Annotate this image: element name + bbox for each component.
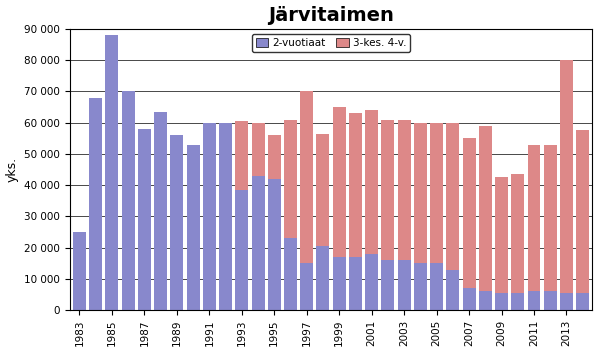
- Bar: [463, 288, 475, 310]
- Bar: [203, 122, 216, 310]
- Bar: [235, 121, 248, 190]
- Bar: [576, 293, 589, 310]
- Bar: [511, 293, 524, 310]
- Bar: [252, 176, 264, 310]
- Bar: [430, 122, 443, 263]
- Bar: [544, 145, 557, 291]
- Bar: [430, 263, 443, 310]
- Bar: [252, 122, 264, 176]
- Bar: [187, 145, 200, 310]
- Title: Järvitaimen: Järvitaimen: [268, 6, 394, 25]
- Bar: [332, 107, 346, 257]
- Bar: [349, 257, 362, 310]
- Bar: [576, 131, 589, 293]
- Bar: [73, 232, 86, 310]
- Bar: [382, 260, 395, 310]
- Bar: [495, 177, 508, 293]
- Y-axis label: yks.: yks.: [5, 157, 19, 182]
- Bar: [398, 120, 411, 260]
- Bar: [414, 122, 427, 263]
- Bar: [170, 135, 184, 310]
- Bar: [414, 263, 427, 310]
- Bar: [138, 129, 151, 310]
- Bar: [479, 126, 492, 291]
- Bar: [89, 98, 102, 310]
- Bar: [511, 174, 524, 293]
- Bar: [560, 60, 573, 293]
- Bar: [365, 110, 378, 254]
- Bar: [284, 120, 297, 238]
- Bar: [398, 260, 411, 310]
- Bar: [300, 263, 313, 310]
- Bar: [154, 112, 167, 310]
- Bar: [349, 113, 362, 257]
- Bar: [446, 122, 459, 270]
- Bar: [463, 138, 475, 288]
- Bar: [446, 270, 459, 310]
- Bar: [268, 179, 280, 310]
- Bar: [479, 291, 492, 310]
- Bar: [365, 254, 378, 310]
- Bar: [316, 246, 329, 310]
- Bar: [219, 122, 232, 310]
- Legend: 2-vuotiaat, 3-kes. 4-v.: 2-vuotiaat, 3-kes. 4-v.: [252, 34, 410, 52]
- Bar: [268, 135, 280, 179]
- Bar: [121, 92, 135, 310]
- Bar: [316, 134, 329, 246]
- Bar: [300, 92, 313, 263]
- Bar: [235, 190, 248, 310]
- Bar: [527, 145, 541, 291]
- Bar: [544, 291, 557, 310]
- Bar: [495, 293, 508, 310]
- Bar: [527, 291, 541, 310]
- Bar: [332, 257, 346, 310]
- Bar: [105, 35, 118, 310]
- Bar: [560, 293, 573, 310]
- Bar: [382, 120, 395, 260]
- Bar: [284, 238, 297, 310]
